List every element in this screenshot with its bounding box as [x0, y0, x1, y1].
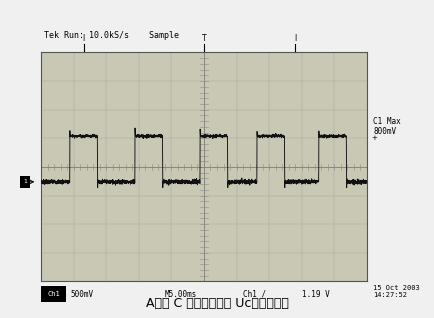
Text: Tek Run: 10.0kS/s    Sample: Tek Run: 10.0kS/s Sample: [45, 31, 180, 40]
Text: I: I: [82, 34, 85, 43]
Text: M5.00ms: M5.00ms: [165, 289, 197, 299]
Text: I: I: [294, 34, 296, 43]
Text: A．缺 C 相时控制信号 Uᴄ的实测波形: A．缺 C 相时控制信号 Uᴄ的实测波形: [145, 297, 289, 310]
Text: C1 Max
800mV: C1 Max 800mV: [373, 117, 401, 136]
Text: 1: 1: [23, 179, 27, 184]
Text: +: +: [372, 135, 378, 141]
Text: Ch1: Ch1: [47, 291, 60, 297]
Bar: [20, 176, 30, 188]
Bar: [41, 286, 66, 302]
Text: T: T: [202, 34, 206, 43]
Text: 1.19 V: 1.19 V: [302, 289, 329, 299]
Text: Ch1 /: Ch1 /: [243, 289, 266, 299]
Text: 500mV: 500mV: [70, 289, 94, 299]
Text: 15 Oct 2003
14:27:52: 15 Oct 2003 14:27:52: [373, 285, 420, 298]
